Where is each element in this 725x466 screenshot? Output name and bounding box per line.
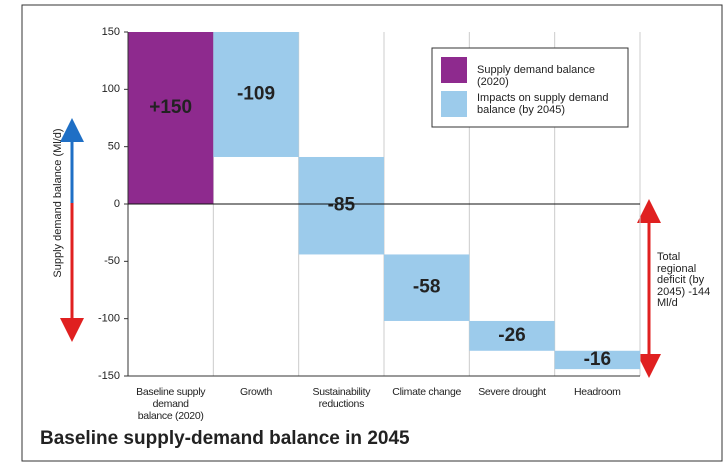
legend-label: Supply demand balance (2020)	[477, 64, 596, 88]
data-label: -109	[237, 84, 275, 105]
y-tick-label: 50	[108, 141, 120, 153]
y-tick-label: 100	[102, 83, 120, 95]
legend-label: Impacts on supply demand balance (by 204…	[477, 92, 609, 116]
data-label: -26	[498, 325, 525, 346]
y-tick-label: 150	[102, 26, 120, 38]
data-label: +150	[149, 97, 192, 118]
chart-title: Baseline supply-demand balance in 2045	[40, 428, 410, 449]
x-tick-label: Climate change	[392, 386, 462, 398]
x-tick-label: Headroom	[574, 386, 621, 398]
bar	[554, 350, 640, 370]
x-tick-label: Severe drought	[478, 386, 546, 398]
x-tick-label: Growth	[239, 386, 273, 398]
bar	[128, 32, 214, 204]
bar	[384, 254, 470, 321]
bar	[213, 32, 299, 157]
y-tick-label: 0	[114, 198, 120, 210]
x-tick-label: Sustainability reductions	[312, 386, 371, 410]
data-label: -58	[413, 277, 440, 298]
x-tick-label: Baseline supply demand balance (2020)	[136, 386, 206, 422]
bar	[469, 320, 555, 351]
annotation: Total regional deficit (by 2045) -144 Ml…	[657, 251, 711, 309]
y-axis-label: Supply demand balance (Ml/d)	[52, 128, 64, 278]
data-label: -85	[328, 195, 356, 216]
frame	[21, 4, 723, 462]
legend-swatch	[441, 57, 467, 83]
bar	[298, 156, 384, 255]
y-tick-label: -100	[98, 313, 120, 325]
y-tick-label: -50	[104, 255, 120, 267]
data-label: -16	[584, 349, 611, 370]
y-tick-label: -150	[98, 370, 120, 382]
legend-swatch	[441, 91, 467, 117]
